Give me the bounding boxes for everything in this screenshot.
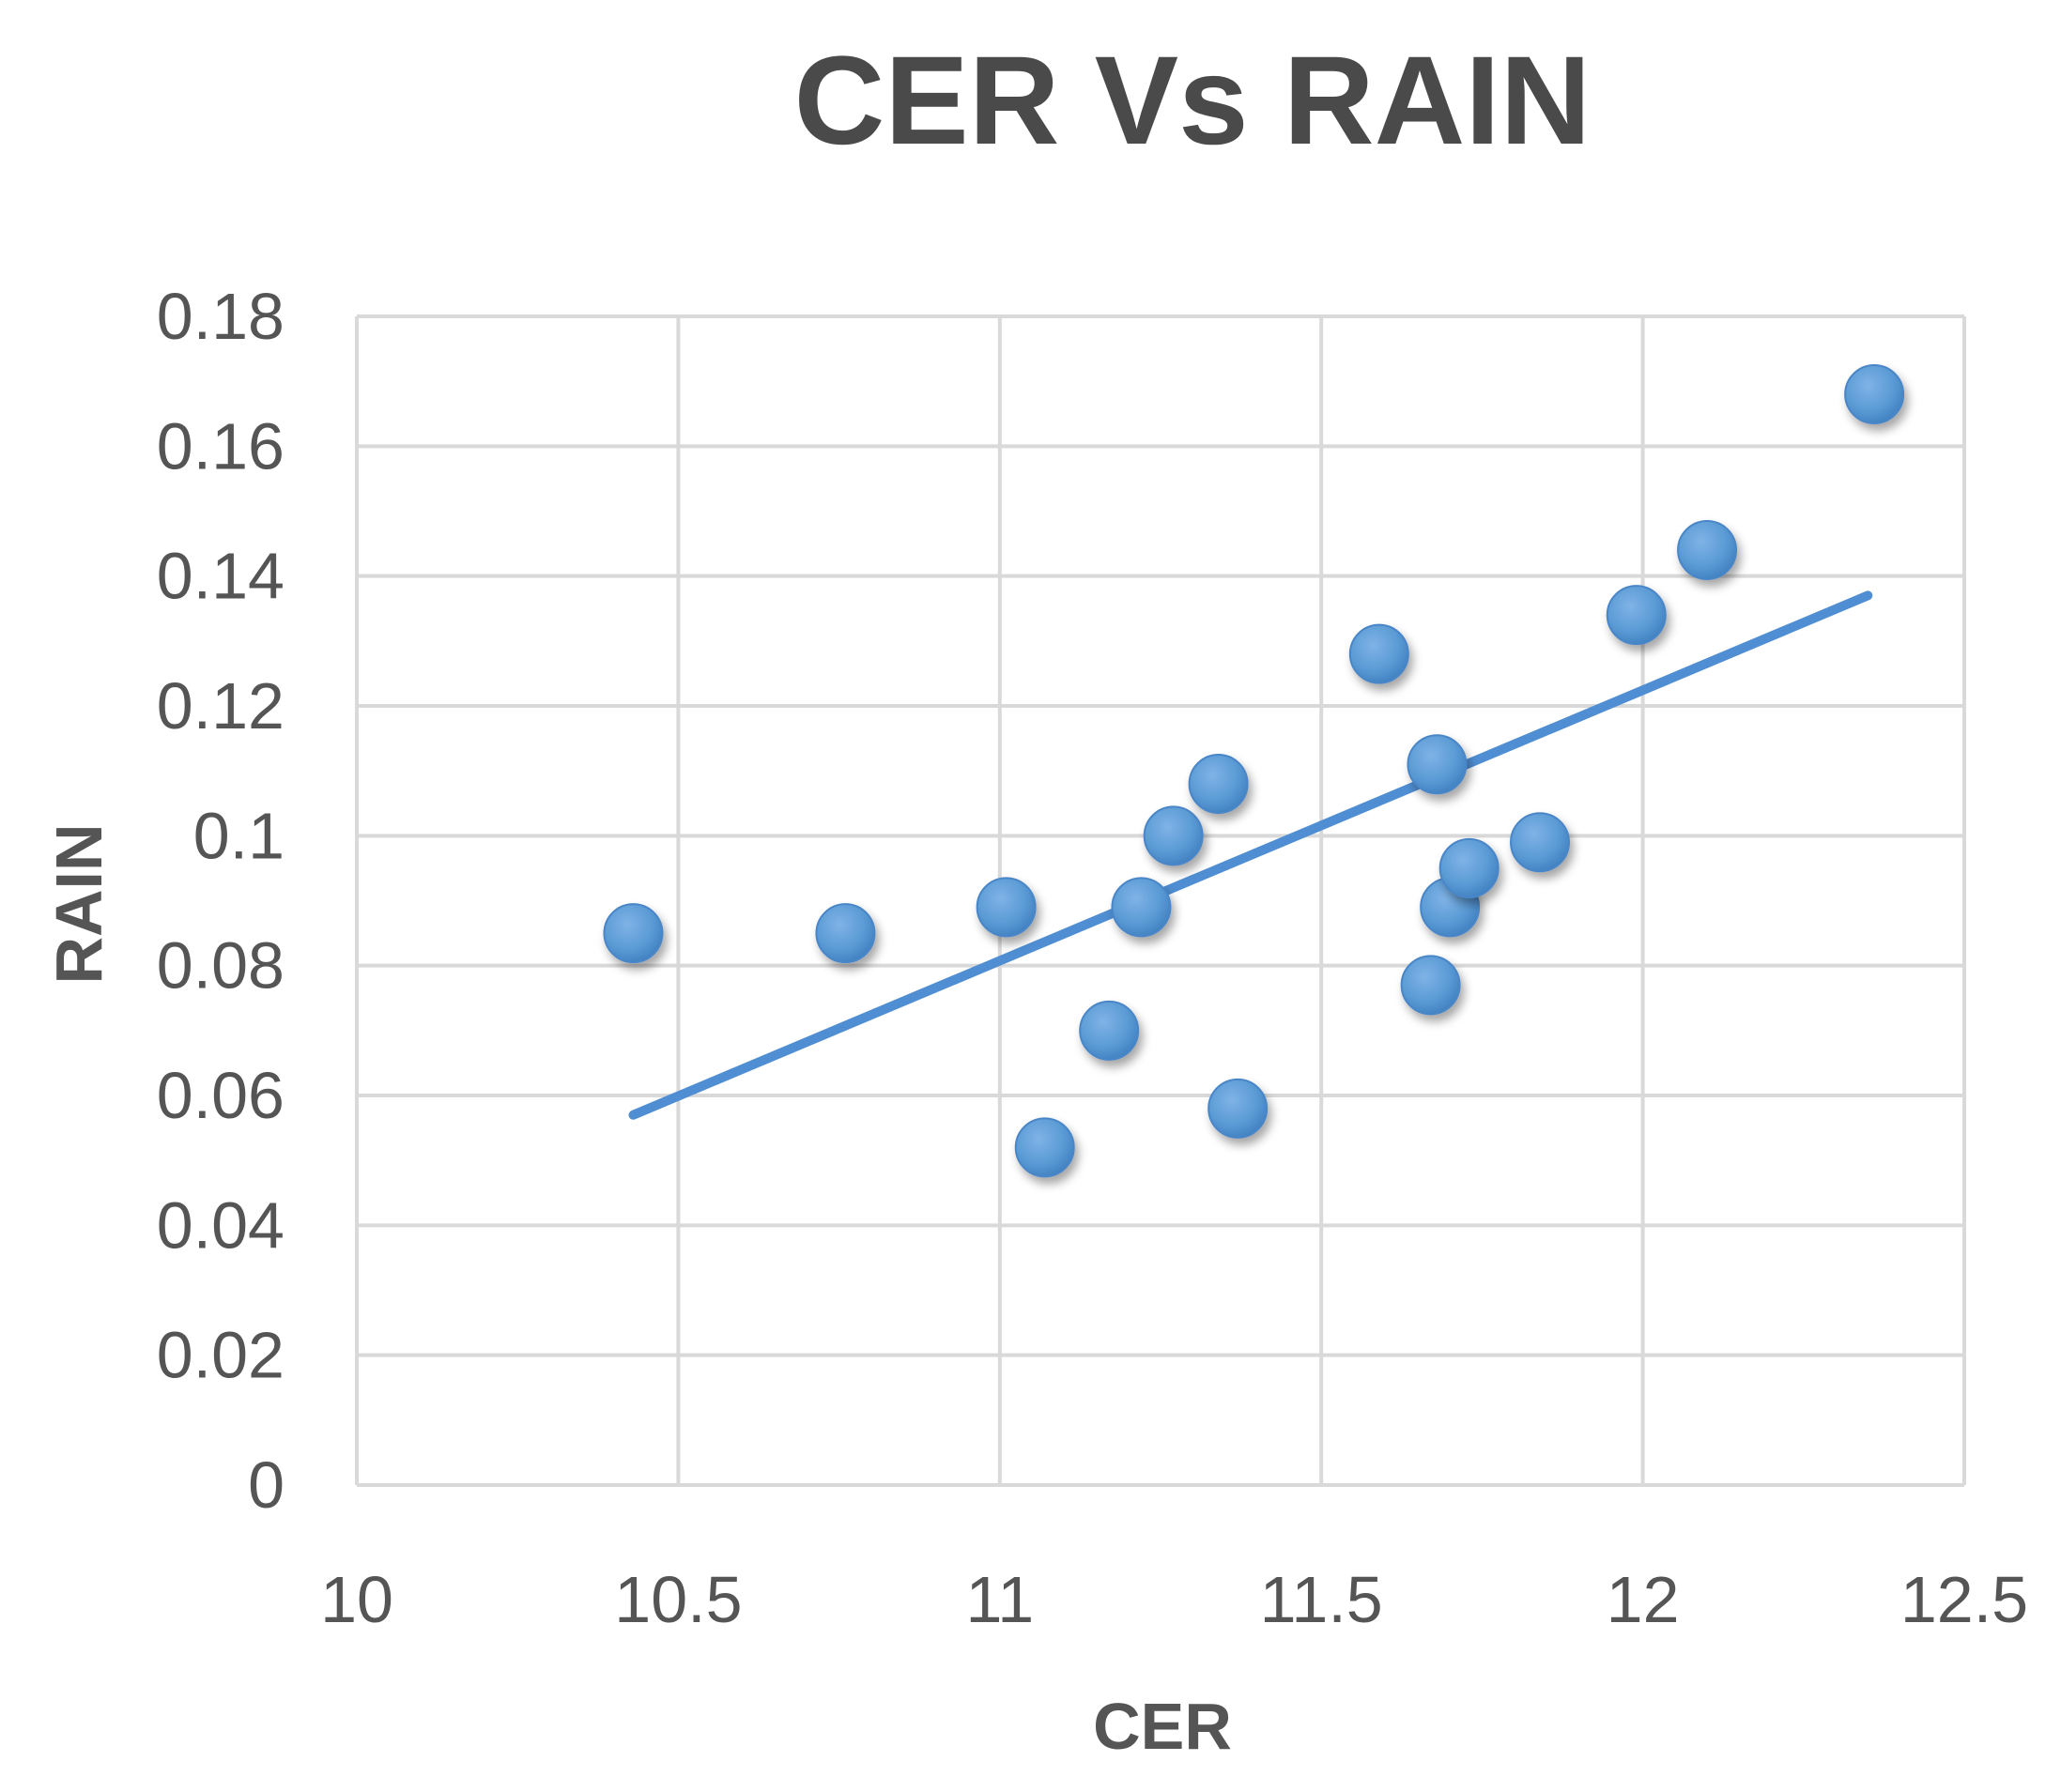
y-tick-label: 0.16	[157, 409, 285, 482]
x-tick-label: 12.5	[1900, 1563, 2028, 1636]
y-tick-label: 0.14	[157, 540, 285, 613]
data-point	[1188, 754, 1249, 814]
x-tick-label: 10.5	[614, 1563, 742, 1636]
data-point	[1510, 812, 1571, 873]
x-tick-label: 10	[320, 1563, 393, 1636]
data-point	[603, 903, 664, 964]
chart-title: CER Vs RAIN	[794, 31, 1592, 171]
x-axis-ticks: 10 10.5 11 11.5 12 12.5	[320, 1563, 2028, 1636]
x-axis-title: CER	[1093, 1690, 1232, 1763]
y-tick-label: 0.1	[193, 799, 285, 872]
data-point	[1400, 955, 1461, 1016]
data-point	[1143, 805, 1204, 866]
y-tick-label: 0.12	[157, 669, 285, 743]
x-tick-label: 11.5	[1260, 1563, 1383, 1636]
x-tick-label: 11	[965, 1563, 1034, 1636]
data-point	[815, 903, 876, 964]
y-axis-ticks: 0 0.02 0.04 0.06 0.08 0.1 0.12 0.14 0.16 0.18	[157, 280, 285, 1522]
data-point	[1348, 623, 1409, 684]
trendline	[628, 590, 1873, 1120]
data-points	[603, 364, 1905, 1178]
data-point	[1014, 1117, 1075, 1178]
data-point	[1677, 520, 1738, 580]
y-tick-label: 0.18	[157, 280, 285, 353]
y-axis-title: RAIN	[42, 823, 115, 984]
data-point	[1844, 364, 1905, 424]
data-point	[1207, 1078, 1269, 1139]
y-tick-label: 0.02	[157, 1319, 285, 1392]
data-point	[976, 877, 1037, 938]
x-tick-label: 12	[1607, 1563, 1680, 1636]
y-tick-label: 0.08	[157, 929, 285, 1003]
data-point	[1079, 1000, 1140, 1061]
y-tick-label: 0.06	[157, 1059, 285, 1132]
data-point	[1407, 734, 1468, 795]
data-point	[1606, 585, 1667, 646]
data-point	[1438, 837, 1500, 898]
data-point	[1111, 877, 1172, 938]
y-tick-label: 0.04	[157, 1188, 285, 1262]
y-tick-label: 0	[248, 1448, 285, 1522]
